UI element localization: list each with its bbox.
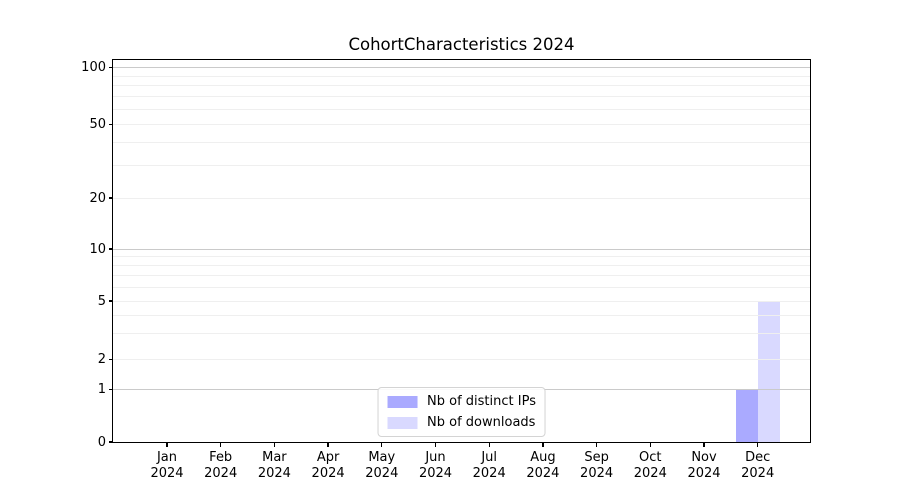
x-tick-mark bbox=[166, 442, 168, 447]
gridline-minor bbox=[113, 256, 810, 258]
y-tick-mark bbox=[108, 388, 113, 391]
x-tick-label: Nov 2024 bbox=[673, 450, 735, 481]
gridline-minor bbox=[113, 85, 810, 87]
legend-item-downloads: Nb of downloads bbox=[387, 414, 536, 431]
gridline-minor bbox=[113, 197, 810, 199]
x-tick-month: Jan bbox=[156, 450, 178, 465]
x-tick-month: Dec bbox=[745, 450, 771, 465]
bar-nb-of-distinct-ips-dec bbox=[735, 389, 758, 442]
y-tick-mark bbox=[108, 300, 113, 302]
y-tick-label: 1 bbox=[97, 382, 106, 397]
x-tick-mark bbox=[595, 442, 598, 447]
x-tick-mark bbox=[488, 442, 490, 447]
x-tick-month: Feb bbox=[209, 450, 233, 465]
y-tick-label: 10 bbox=[89, 241, 106, 257]
gridline-minor bbox=[113, 359, 810, 360]
x-tick-month: Aug bbox=[530, 450, 556, 465]
x-tick-month: Sep bbox=[584, 450, 609, 465]
legend-swatch-distinct-ips bbox=[387, 395, 418, 408]
x-tick-month: Oct bbox=[639, 450, 662, 465]
gridline-minor bbox=[113, 300, 810, 302]
legend-label-distinct-ips: Nb of distinct IPs bbox=[427, 394, 536, 409]
gridline-minor bbox=[113, 333, 810, 335]
x-tick-year: 2024 bbox=[526, 465, 560, 481]
x-tick-month: Nov bbox=[691, 450, 717, 465]
x-tick-mark bbox=[703, 442, 705, 447]
x-tick-year: 2024 bbox=[633, 465, 667, 481]
x-tick-year: 2024 bbox=[580, 465, 614, 481]
x-tick-year: 2024 bbox=[204, 465, 238, 481]
y-tick-mark bbox=[108, 248, 113, 250]
x-tick-year: 2024 bbox=[687, 465, 721, 481]
bar-nb-of-downloads-dec bbox=[757, 301, 780, 442]
x-tick-label: Oct 2024 bbox=[619, 450, 681, 481]
x-tick-year: 2024 bbox=[257, 465, 291, 481]
gridline-major bbox=[113, 248, 810, 250]
x-tick-label: Dec 2024 bbox=[727, 450, 789, 481]
x-tick-mark bbox=[327, 442, 329, 447]
gridline-minor bbox=[113, 265, 810, 267]
x-tick-label: Mar 2024 bbox=[243, 450, 305, 481]
legend-item-distinct-ips: Nb of distinct IPs bbox=[387, 393, 536, 410]
chart-title: CohortCharacteristics 2024 bbox=[348, 35, 575, 54]
plot-area: Nb of distinct IPs Nb of downloads bbox=[112, 59, 811, 443]
y-tick-mark bbox=[108, 358, 113, 361]
x-tick-label: Jul 2024 bbox=[458, 450, 520, 481]
legend-label-downloads: Nb of downloads bbox=[427, 415, 536, 430]
y-tick-mark bbox=[108, 441, 113, 443]
x-tick-year: 2024 bbox=[311, 465, 345, 481]
gridline-minor bbox=[113, 286, 810, 288]
x-tick-mark bbox=[649, 442, 651, 447]
y-tick-label: 2 bbox=[97, 352, 106, 367]
y-tick-label: 50 bbox=[89, 117, 106, 132]
x-tick-mark bbox=[220, 442, 222, 447]
y-tick-mark bbox=[108, 123, 113, 126]
x-tick-label: Aug 2024 bbox=[512, 450, 574, 481]
x-tick-label: Sep 2024 bbox=[566, 450, 628, 481]
gridline-minor bbox=[113, 141, 810, 143]
x-tick-month: Jun bbox=[425, 450, 446, 465]
x-tick-year: 2024 bbox=[365, 465, 399, 481]
legend: Nb of distinct IPs Nb of downloads bbox=[377, 387, 546, 437]
x-tick-year: 2024 bbox=[150, 465, 184, 481]
gridline-minor bbox=[113, 75, 810, 77]
axes-spines bbox=[112, 59, 811, 443]
x-tick-month: Jul bbox=[481, 450, 498, 465]
gridline-major bbox=[113, 67, 810, 68]
gridline-minor bbox=[113, 109, 810, 110]
x-tick-label: Jun 2024 bbox=[405, 450, 467, 481]
gridline-minor bbox=[113, 164, 810, 166]
x-tick-month: Apr bbox=[316, 450, 340, 465]
x-tick-mark bbox=[757, 442, 759, 447]
x-tick-month: May bbox=[368, 450, 396, 465]
x-tick-year: 2024 bbox=[418, 465, 453, 481]
gridline-minor bbox=[113, 96, 810, 98]
gridline-minor bbox=[113, 314, 810, 316]
x-tick-year: 2024 bbox=[472, 465, 506, 481]
x-tick-month: Mar bbox=[262, 450, 287, 465]
x-tick-label: Feb 2024 bbox=[190, 450, 252, 481]
y-tick-mark bbox=[108, 197, 113, 199]
gridline-minor bbox=[113, 275, 810, 277]
x-tick-mark bbox=[381, 442, 383, 447]
y-tick-mark bbox=[108, 66, 113, 69]
x-tick-label: Jan 2024 bbox=[136, 450, 198, 481]
x-tick-year: 2024 bbox=[741, 465, 775, 481]
y-tick-label: 20 bbox=[89, 190, 106, 206]
x-tick-label: May 2024 bbox=[351, 450, 413, 481]
y-tick-label: 5 bbox=[97, 293, 106, 309]
y-tick-label: 100 bbox=[81, 60, 106, 75]
gridline-minor bbox=[113, 124, 810, 125]
y-tick-label: 0 bbox=[97, 434, 106, 450]
x-tick-mark bbox=[542, 442, 544, 447]
legend-swatch-downloads bbox=[387, 416, 418, 429]
x-tick-mark bbox=[434, 442, 437, 447]
x-tick-label: Apr 2024 bbox=[297, 450, 359, 481]
x-tick-mark bbox=[273, 442, 276, 447]
